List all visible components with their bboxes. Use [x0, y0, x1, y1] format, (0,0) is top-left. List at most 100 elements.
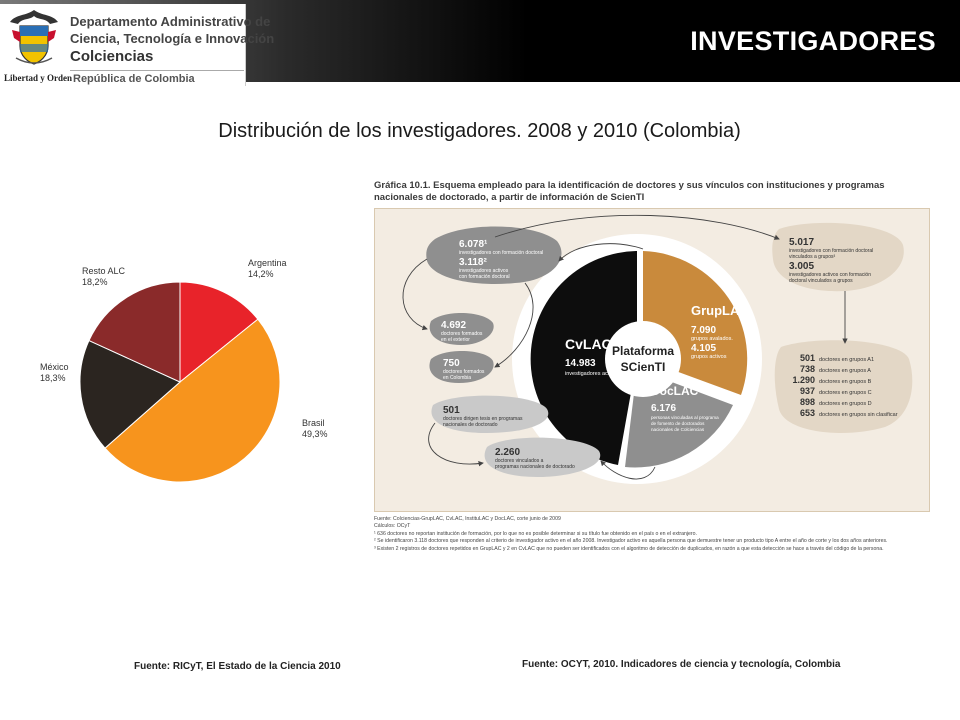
pie-slice-m-xico — [79, 339, 181, 449]
blob-value: 4.692 — [441, 320, 466, 331]
programs-blob — [484, 437, 601, 477]
note-line: ² Se identificaron 3.118 doctores que re… — [374, 538, 888, 545]
doclac-desc: de fomento de doctorados — [651, 421, 705, 426]
doclac-value: 6.176 — [651, 403, 676, 414]
note-line: Fuente: Colciencias-GrupLAC, CvLAC, Inst… — [374, 516, 561, 522]
coat-of-arms-icon — [10, 10, 58, 65]
page-section-title: INVESTIGADORES — [690, 26, 936, 56]
connector-arrow — [428, 422, 484, 467]
theses-blob — [431, 395, 549, 433]
blob-value: 3.005 — [789, 261, 814, 272]
group-label: doctores en grupos sin clasificar — [819, 412, 898, 418]
blob-value: 5.017 — [789, 237, 814, 248]
blob-desc: vinculados a grupos³ — [789, 254, 835, 260]
pie-slice-name: México — [40, 362, 69, 372]
schema-notes: Fuente: Colciencias-GrupLAC, CvLAC, Inst… — [374, 516, 930, 553]
blob-desc: investigadores activos con formación — [789, 272, 871, 278]
blob-desc: investigadores con formación doctoral — [789, 248, 873, 254]
pie-slice-brasil — [104, 318, 281, 483]
blob-desc: investigadores con formación doctoral — [459, 250, 543, 256]
group-researchers-blob — [772, 222, 904, 292]
institution-logo: Libertad y Orden Departamento Administra… — [0, 4, 274, 86]
blob-desc: investigadores activos — [459, 268, 509, 274]
header-band: Libertad y Orden Departamento Administra… — [0, 0, 960, 86]
group-count: 653 — [800, 408, 815, 418]
grouplac-desc: grupos avalados. — [691, 336, 733, 342]
groups-list: 501 doctores en grupos A1 738 doctores en g… — [792, 353, 897, 418]
blob-desc: con formación doctoral — [459, 274, 510, 280]
doctoral-researchers-blob — [426, 226, 562, 285]
source-citation: Fuente: OCYT, 2010. Indicadores de cienc… — [522, 659, 841, 670]
grouplac-value: 7.090 — [691, 325, 716, 336]
blob-desc: doctores dirigen tesis en programas — [443, 416, 523, 422]
divider — [70, 70, 244, 71]
connector-arrow — [558, 243, 644, 262]
schema-diagram: Plataforma SCienTI CvLAC 14.983 investig… — [402, 214, 913, 484]
group-count: 1.290 — [792, 375, 815, 385]
country-name: República de Colombia — [73, 73, 195, 85]
pie-slice-argentina — [179, 281, 259, 384]
blob-value: 6.078¹ — [459, 239, 488, 250]
pie-slice-value-label: 49,3% — [302, 429, 328, 439]
blob-value: 3.118² — [459, 257, 487, 268]
pie-slice-resto-alc — [88, 281, 181, 383]
blob-value: 501 — [443, 405, 460, 416]
platform-label: SCienTI — [621, 360, 666, 374]
grouplac-value: 4.105 — [691, 343, 716, 354]
source-citation: Fuente: RICyT, El Estado de la Ciencia 2… — [134, 661, 341, 672]
blob-desc: doctores vinculados a — [495, 458, 544, 464]
blob-value: 2.260 — [495, 447, 520, 458]
cvlac-value: 14.983 — [565, 358, 596, 369]
note-line: Cálculos: OCyT — [374, 523, 411, 530]
slide-title: Distribución de los investigadores. 2008… — [0, 120, 960, 143]
group-label: doctores en grupos D — [819, 401, 872, 407]
blob-desc: en Colombia — [443, 375, 471, 381]
blob-desc: programas nacionales de doctorado — [495, 464, 575, 470]
doclac-desc: personas vinculadas al programa — [651, 415, 719, 420]
platform-label: Plataforma — [612, 344, 674, 358]
schema-diagram-panel: Plataforma SCienTI CvLAC 14.983 investig… — [374, 208, 930, 512]
doclac-desc: nacionales de Colciencias — [651, 427, 705, 432]
group-count: 898 — [800, 397, 815, 407]
cvlac-name: CvLAC — [565, 336, 612, 352]
group-label: doctores en grupos B — [819, 379, 872, 385]
schema-figure: Gráfica 10.1. Esquema empleado para la i… — [372, 178, 932, 558]
connector-arrow — [402, 258, 428, 331]
pie-slice-name: Brasil — [302, 418, 325, 428]
groups-blob — [774, 340, 913, 433]
pie-slice-value-label: 18,3% — [40, 373, 66, 383]
platform-center — [605, 321, 681, 397]
pie-slice-value-label: 18,2% — [82, 277, 108, 287]
abroad-blob — [429, 312, 494, 345]
org-short-name: Colciencias — [70, 48, 154, 65]
connector-arrow — [494, 282, 534, 368]
seal-caption: Libertad y Orden — [4, 73, 73, 83]
org-name-line: Departamento Administrativo de — [70, 14, 271, 29]
cvlac-desc: investigadores activos — [565, 371, 619, 377]
connector-arrow — [600, 460, 656, 480]
connector-arrow — [494, 214, 780, 240]
note-line: ³ Existen 2 registros de doctores repeti… — [374, 545, 884, 552]
blob-value: 750 — [443, 358, 460, 369]
blob-desc: nacionales de doctorado — [443, 422, 498, 428]
pie-slice-value-label: 14,2% — [248, 269, 274, 279]
group-label: doctores en grupos C — [819, 390, 872, 396]
pie-slice-name: Argentina — [248, 258, 287, 268]
doclac-name: DocLAC — [651, 384, 699, 398]
org-name-line: Ciencia, Tecnología e Innovación — [70, 31, 275, 46]
blob-desc: doctoral vinculados a grupos — [789, 278, 853, 284]
group-label: doctores en grupos A — [819, 368, 871, 374]
group-count: 738 — [800, 364, 815, 374]
slide-title-text: Distribución de los investigadores. 2008… — [218, 120, 741, 142]
note-line: ¹ 636 doctores no reportan institución d… — [374, 530, 697, 537]
schema-caption: Gráfica 10.1. Esquema empleado para la i… — [374, 180, 885, 203]
group-count: 937 — [800, 386, 815, 396]
colombia-blob — [429, 350, 494, 383]
group-label: doctores en grupos A1 — [819, 357, 874, 363]
group-count: 501 — [800, 353, 815, 363]
grouplac-name: GrupLAC — [691, 303, 749, 318]
pie-slice-name: Resto ALC — [82, 266, 126, 276]
blob-desc: doctores formados — [443, 369, 485, 375]
grouplac-desc: grupos activos — [691, 354, 727, 360]
